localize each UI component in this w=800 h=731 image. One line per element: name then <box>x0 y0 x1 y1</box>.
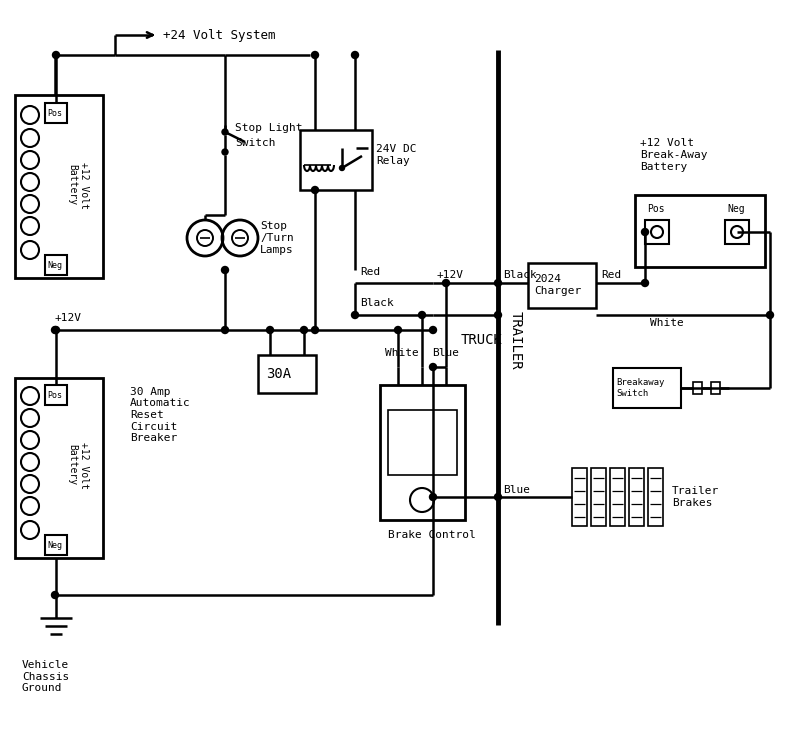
Text: Neg: Neg <box>47 540 62 550</box>
Text: Brake Control: Brake Control <box>388 530 476 540</box>
Bar <box>711 382 720 394</box>
Bar <box>725 220 749 244</box>
Text: Stop Light: Stop Light <box>235 123 302 133</box>
Text: Neg: Neg <box>47 260 62 270</box>
Circle shape <box>53 51 59 58</box>
Text: 2024
Charger: 2024 Charger <box>534 274 582 296</box>
Circle shape <box>494 311 502 319</box>
Circle shape <box>494 279 502 287</box>
Text: +12 Volt
Battery: +12 Volt Battery <box>67 162 89 208</box>
Circle shape <box>51 591 58 599</box>
Circle shape <box>51 327 58 333</box>
Circle shape <box>311 51 318 58</box>
Circle shape <box>351 51 358 58</box>
Bar <box>300 130 372 190</box>
Text: 24V DC
Relay: 24V DC Relay <box>376 144 417 166</box>
Circle shape <box>442 279 450 287</box>
Circle shape <box>642 229 649 235</box>
Text: +12V: +12V <box>55 313 82 323</box>
Text: Vehicle
Chassis
Ground: Vehicle Chassis Ground <box>22 660 70 693</box>
Circle shape <box>394 327 402 333</box>
Circle shape <box>339 165 345 170</box>
Bar <box>15 378 103 558</box>
Text: Stop
/Turn
Lamps: Stop /Turn Lamps <box>260 221 294 254</box>
Circle shape <box>266 327 274 333</box>
Circle shape <box>430 493 437 501</box>
Text: Black: Black <box>360 298 394 308</box>
Bar <box>693 382 702 394</box>
Text: Breakaway
Switch: Breakaway Switch <box>616 379 664 398</box>
Circle shape <box>430 327 437 333</box>
Bar <box>648 468 663 526</box>
Text: Red: Red <box>360 267 380 277</box>
Circle shape <box>351 311 358 319</box>
Bar <box>645 220 669 244</box>
Text: +12 Volt
Battery: +12 Volt Battery <box>67 442 89 488</box>
Circle shape <box>766 311 774 319</box>
Bar <box>572 468 587 526</box>
Bar <box>613 368 681 408</box>
Bar <box>610 468 625 526</box>
Bar <box>629 468 644 526</box>
Bar <box>258 355 316 393</box>
Bar <box>388 410 457 475</box>
Circle shape <box>222 327 229 333</box>
Circle shape <box>430 363 437 371</box>
Text: TRUCK: TRUCK <box>461 333 503 347</box>
Text: White: White <box>650 318 684 328</box>
Circle shape <box>311 186 318 194</box>
Text: Blue: Blue <box>503 485 530 495</box>
Text: Red: Red <box>601 270 622 280</box>
Circle shape <box>222 129 228 135</box>
Text: TRAILER: TRAILER <box>509 311 523 369</box>
Text: +24 Volt System: +24 Volt System <box>163 29 275 42</box>
Circle shape <box>642 279 649 287</box>
Circle shape <box>53 327 59 333</box>
Circle shape <box>222 267 229 273</box>
Bar <box>45 535 67 555</box>
Circle shape <box>301 327 307 333</box>
Text: White: White <box>385 348 418 358</box>
Text: Black: Black <box>503 270 537 280</box>
Text: Switch: Switch <box>235 138 275 148</box>
Text: Blue: Blue <box>432 348 459 358</box>
Circle shape <box>311 327 318 333</box>
Bar <box>45 385 67 405</box>
Text: 30A: 30A <box>266 367 291 381</box>
Bar <box>591 468 606 526</box>
Text: Pos: Pos <box>647 204 665 214</box>
Text: Trailer
Brakes: Trailer Brakes <box>672 486 719 508</box>
Text: Pos: Pos <box>47 390 62 400</box>
Text: Neg: Neg <box>727 204 745 214</box>
Text: 30 Amp
Automatic
Reset
Circuit
Breaker: 30 Amp Automatic Reset Circuit Breaker <box>130 387 190 443</box>
Bar <box>15 95 103 278</box>
Circle shape <box>222 149 228 155</box>
Bar <box>45 255 67 275</box>
Text: +12V: +12V <box>437 270 464 280</box>
Bar <box>635 195 765 267</box>
Bar <box>45 103 67 123</box>
Text: +12 Volt
Break-Away
Battery: +12 Volt Break-Away Battery <box>640 138 707 172</box>
Text: Pos: Pos <box>47 108 62 118</box>
Bar <box>528 263 596 308</box>
Bar <box>380 385 465 520</box>
Circle shape <box>494 493 502 501</box>
Circle shape <box>418 311 426 319</box>
